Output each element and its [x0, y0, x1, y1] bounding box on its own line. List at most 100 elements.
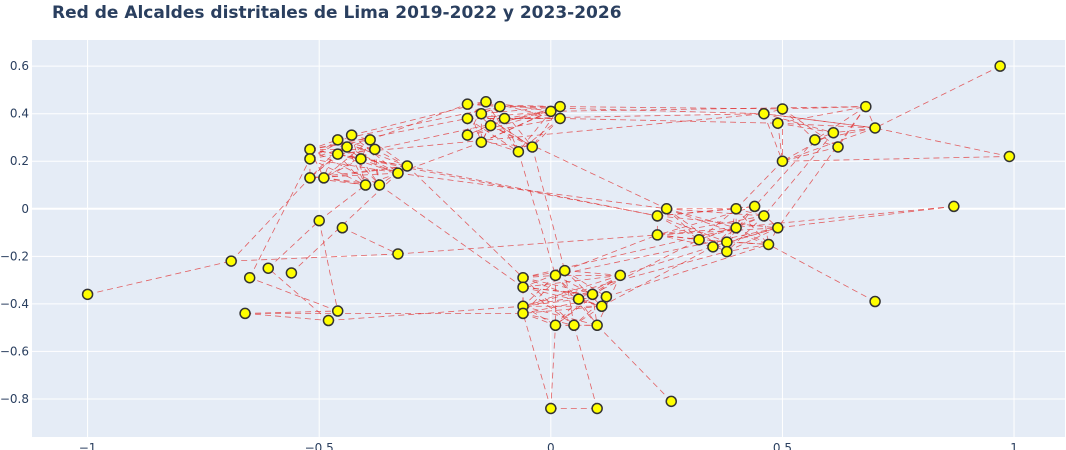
alcalde-node[interactable]	[748, 200, 761, 213]
alcalde-node[interactable]	[860, 100, 872, 113]
nodes	[81, 60, 1016, 415]
alcalde-node[interactable]	[475, 107, 488, 120]
alcalde-node[interactable]	[721, 245, 733, 258]
alcalde-node[interactable]	[512, 145, 525, 158]
alcalde-node[interactable]	[721, 236, 733, 248]
alcalde-node[interactable]	[81, 288, 94, 301]
alcalde-node[interactable]	[600, 290, 613, 303]
alcalde-node[interactable]	[558, 264, 571, 277]
alcalde-node[interactable]	[369, 143, 381, 156]
x-tick-label: 0	[547, 441, 555, 450]
alcalde-node[interactable]	[345, 129, 358, 141]
alcalde-node[interactable]	[526, 141, 539, 153]
alcalde-node[interactable]	[545, 402, 557, 415]
alcalde-node[interactable]	[341, 141, 353, 153]
alcalde-node[interactable]	[517, 281, 529, 293]
alcalde-node[interactable]	[591, 402, 603, 415]
network-edge	[522, 274, 621, 307]
alcalde-node[interactable]	[832, 141, 844, 153]
alcalde-node[interactable]	[549, 269, 562, 282]
alcalde-node[interactable]	[776, 103, 789, 115]
network-edge	[309, 153, 338, 179]
alcalde-node[interactable]	[355, 153, 367, 165]
alcalde-node[interactable]	[586, 288, 599, 301]
alcalde-node[interactable]	[392, 167, 404, 179]
alcalde-node[interactable]	[517, 271, 529, 284]
network-edge	[504, 118, 519, 152]
alcalde-node[interactable]	[809, 134, 821, 146]
alcalde-node[interactable]	[322, 314, 335, 327]
alcalde-node[interactable]	[331, 134, 344, 146]
alcalde-node[interactable]	[730, 203, 742, 215]
network-edge	[490, 125, 533, 148]
alcalde-node[interactable]	[484, 119, 497, 132]
alcalde-node[interactable]	[517, 307, 529, 320]
alcalde-node[interactable]	[591, 319, 603, 332]
alcalde-node[interactable]	[758, 210, 770, 222]
network-edge	[782, 106, 866, 110]
network-edge	[726, 241, 769, 245]
alcalde-node[interactable]	[776, 155, 789, 167]
alcalde-node[interactable]	[730, 222, 742, 234]
alcalde-node[interactable]	[304, 172, 316, 184]
alcalde-node[interactable]	[359, 179, 372, 191]
alcalde-node[interactable]	[498, 112, 511, 125]
network-edge	[874, 127, 1010, 157]
alcalde-node[interactable]	[614, 269, 627, 282]
alcalde-node[interactable]	[461, 129, 474, 141]
alcalde-node[interactable]	[461, 112, 474, 125]
alcalde-node[interactable]	[827, 126, 840, 139]
alcalde-node[interactable]	[554, 112, 566, 125]
alcalde-node[interactable]	[596, 300, 608, 313]
alcalde-node[interactable]	[461, 98, 474, 110]
network-edge	[522, 305, 598, 326]
alcalde-node[interactable]	[331, 305, 344, 317]
alcalde-node[interactable]	[869, 122, 881, 134]
alcalde-node[interactable]	[480, 96, 492, 108]
alcalde-node[interactable]	[693, 233, 705, 246]
alcalde-node[interactable]	[1003, 150, 1016, 163]
alcalde-node[interactable]	[401, 160, 413, 172]
alcalde-node[interactable]	[373, 179, 386, 191]
alcalde-node[interactable]	[568, 319, 580, 332]
network-edge	[726, 215, 765, 252]
alcalde-node[interactable]	[572, 293, 585, 305]
alcalde-node[interactable]	[225, 255, 237, 267]
alcalde-node[interactable]	[772, 222, 784, 234]
alcalde-node[interactable]	[660, 203, 673, 215]
alcalde-node[interactable]	[554, 100, 566, 113]
network-edge	[481, 141, 533, 148]
alcalde-node[interactable]	[494, 100, 506, 113]
alcalde-node[interactable]	[665, 395, 678, 408]
alcalde-node[interactable]	[392, 248, 404, 260]
network-edge	[555, 298, 579, 326]
alcalde-node[interactable]	[239, 307, 251, 320]
alcalde-node[interactable]	[651, 210, 664, 222]
network-edge	[249, 277, 338, 312]
alcalde-node[interactable]	[304, 143, 316, 156]
alcalde-node[interactable]	[331, 148, 344, 160]
alcalde-node[interactable]	[243, 271, 256, 284]
alcalde-node[interactable]	[762, 238, 775, 251]
alcalde-node[interactable]	[772, 117, 784, 129]
alcalde-node[interactable]	[758, 107, 770, 120]
alcalde-node[interactable]	[994, 60, 1006, 72]
alcalde-node[interactable]	[262, 262, 274, 274]
alcalde-node[interactable]	[545, 105, 557, 118]
alcalde-node[interactable]	[318, 172, 330, 184]
alcalde-node[interactable]	[707, 241, 719, 253]
network-edge	[777, 106, 867, 229]
alcalde-node[interactable]	[304, 153, 316, 165]
alcalde-node[interactable]	[336, 222, 349, 234]
network-edge	[555, 274, 593, 295]
alcalde-node[interactable]	[869, 295, 881, 308]
y-tick-label: −0.4	[0, 297, 29, 311]
alcalde-node[interactable]	[651, 229, 664, 241]
alcalde-node[interactable]	[285, 267, 298, 279]
alcalde-node[interactable]	[549, 319, 562, 332]
alcalde-node[interactable]	[475, 136, 488, 148]
alcalde-node[interactable]	[948, 200, 960, 213]
network-edge	[490, 125, 667, 210]
alcalde-node[interactable]	[313, 214, 325, 227]
alcalde-node[interactable]	[364, 134, 376, 146]
